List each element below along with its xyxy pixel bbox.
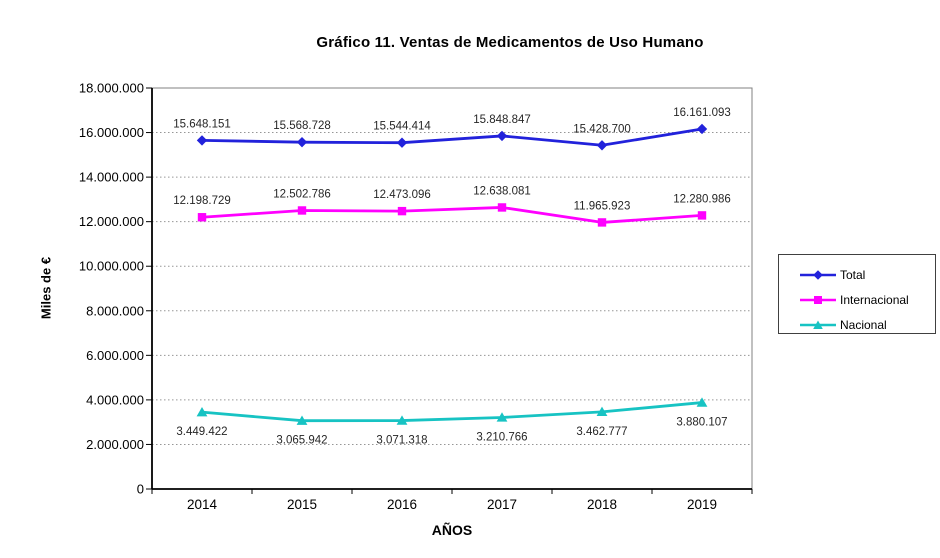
y-tick-label: 14.000.000 — [79, 170, 144, 185]
data-label: 15.648.151 — [173, 118, 231, 130]
legend-label: Total — [840, 267, 866, 282]
marker-square — [497, 203, 507, 212]
marker-square — [197, 213, 207, 222]
marker-triangle — [196, 406, 208, 417]
marker-diamond — [596, 140, 608, 151]
x-tick-label: 2015 — [287, 497, 317, 512]
legend-label: Internacional — [840, 292, 909, 307]
y-tick-label: 6.000.000 — [86, 348, 144, 363]
marker-square — [597, 218, 607, 227]
legend-diamond-swatch — [800, 269, 836, 280]
x-tick-label: 2019 — [687, 497, 717, 512]
y-tick-label: 0 — [137, 482, 144, 497]
data-label: 12.473.096 — [373, 189, 431, 201]
series-line-nacional — [200, 401, 704, 423]
marker-diamond — [696, 123, 708, 135]
x-tick-label: 2017 — [487, 497, 517, 512]
data-label: 3.880.107 — [676, 417, 727, 429]
x-axis-title: AÑOS — [431, 522, 473, 538]
chart-title: Gráfico 11. Ventas de Medicamentos de Us… — [316, 34, 704, 51]
data-label: 12.638.081 — [473, 185, 531, 197]
y-tick-label: 8.000.000 — [86, 303, 144, 318]
data-label: 3.065.942 — [276, 435, 327, 447]
marker-triangle — [696, 397, 708, 407]
data-label: 3.071.318 — [376, 435, 427, 447]
marker-square — [297, 206, 307, 215]
marker-square — [397, 206, 407, 216]
marker-diamond — [296, 136, 308, 148]
series-line-internacional — [200, 206, 704, 224]
marker-triangle — [596, 406, 608, 417]
marker-triangle — [496, 412, 508, 422]
data-label: 3.462.777 — [576, 426, 627, 438]
x-tick-label: 2018 — [587, 497, 617, 512]
x-tick-label: 2014 — [187, 497, 218, 512]
y-tick-label: 10.000.000 — [79, 259, 144, 274]
y-tick-label: 16.000.000 — [79, 125, 144, 140]
x-tick-label: 2016 — [387, 497, 417, 512]
y-axis-title: Miles de € — [38, 256, 54, 320]
data-label: 16.161.093 — [673, 107, 731, 119]
data-label: 11.965.923 — [574, 200, 631, 212]
marker-diamond — [496, 130, 508, 142]
data-label: 15.428.700 — [573, 123, 631, 135]
data-label: 12.198.729 — [173, 195, 231, 207]
marker-triangle — [396, 415, 408, 425]
data-label: 15.848.847 — [473, 114, 531, 126]
series-line-total — [200, 127, 704, 147]
marker-diamond — [196, 135, 208, 146]
legend-square-swatch — [800, 295, 836, 304]
data-label: 12.502.786 — [273, 188, 331, 200]
data-label: 3.210.766 — [476, 431, 527, 443]
data-label: 3.449.422 — [176, 426, 227, 438]
data-label: 15.568.728 — [273, 120, 331, 132]
y-tick-label: 12.000.000 — [79, 214, 144, 229]
legend-item-nacional: Nacional — [799, 312, 935, 337]
y-tick-label: 18.000.000 — [79, 81, 144, 96]
marker-diamond — [396, 137, 408, 148]
y-tick-label: 4.000.000 — [86, 392, 144, 407]
data-label: 12.280.986 — [673, 193, 731, 205]
legend: Total Internacional Nacional — [778, 254, 936, 334]
y-tick-label: 2.000.000 — [86, 437, 144, 452]
data-label: 15.544.414 — [373, 121, 431, 133]
legend-item-internacional: Internacional — [799, 287, 935, 312]
marker-triangle — [296, 415, 308, 425]
legend-item-total: Total — [799, 262, 935, 287]
plot-border — [151, 87, 753, 490]
legend-label: Nacional — [840, 317, 887, 332]
marker-square — [697, 211, 707, 220]
legend-triangle-swatch — [800, 320, 836, 329]
